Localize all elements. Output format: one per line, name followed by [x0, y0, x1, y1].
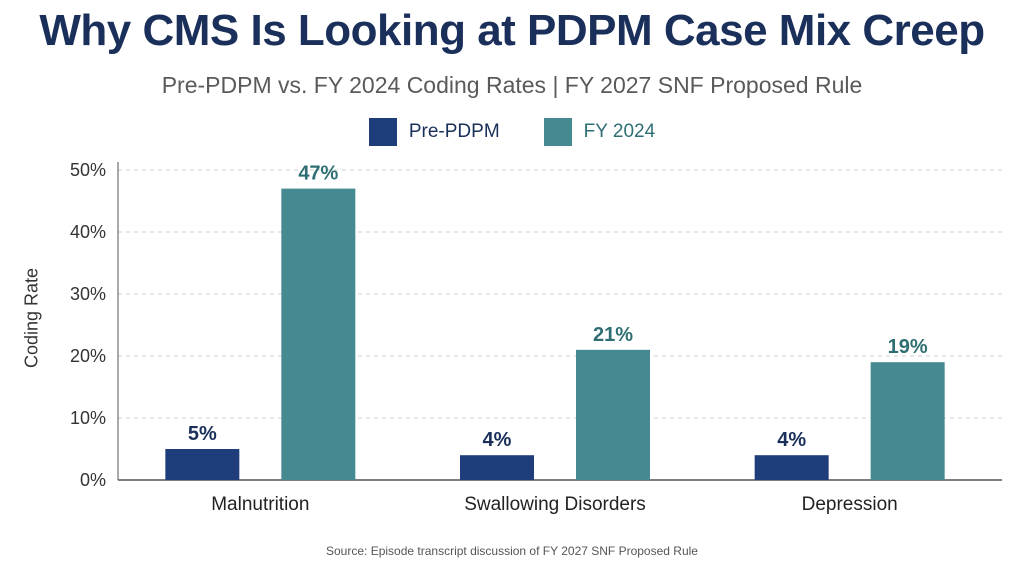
y-tick-label: 10% [70, 408, 106, 428]
legend-label-fy2024: FY 2024 [583, 121, 656, 142]
y-tick-label: 0% [80, 470, 106, 490]
bar-fy2024 [281, 188, 356, 480]
legend-swatch-fy2024 [543, 118, 572, 146]
source-note: Source: Episode transcript discussion of… [326, 544, 698, 558]
legend: Pre-PDPM FY 2024 [0, 118, 1024, 146]
data-label: 4% [777, 429, 806, 451]
data-label: 5% [188, 423, 217, 445]
data-label: 47% [298, 163, 338, 185]
legend-item-fy2024: FY 2024 [543, 118, 656, 146]
y-tick-label: 30% [70, 284, 106, 304]
x-tick-label: Malnutrition [211, 494, 309, 515]
chart-title: Why CMS Is Looking at PDPM Case Mix Cree… [39, 6, 985, 55]
x-tick-label: Depression [802, 494, 898, 515]
legend-swatch-pre-pdpm [368, 118, 397, 146]
bar-pre-pdpm [754, 455, 829, 480]
y-tick-label: 20% [70, 346, 106, 366]
bar-fy2024 [576, 349, 650, 480]
data-label: 4% [483, 429, 512, 451]
data-label: 21% [593, 324, 633, 346]
legend-item-pre-pdpm: Pre-PDPM [368, 118, 500, 146]
bar-fy2024 [870, 362, 945, 480]
data-label: 19% [888, 336, 928, 358]
chart-subtitle: Pre-PDPM vs. FY 2024 Coding Rates | FY 2… [161, 72, 863, 98]
x-tick-label: Swallowing Disorders [464, 494, 646, 515]
y-tick-label: 50% [70, 160, 106, 180]
bar-pre-pdpm [460, 455, 534, 480]
legend-label-pre-pdpm: Pre-PDPM [408, 121, 500, 142]
bar-pre-pdpm [165, 449, 240, 480]
y-tick-label: 40% [70, 222, 106, 242]
